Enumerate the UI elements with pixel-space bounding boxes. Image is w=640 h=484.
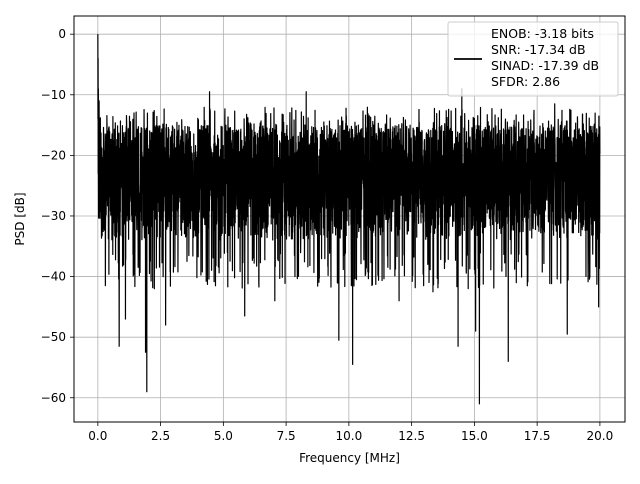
y-tick-label: −40 <box>41 270 66 284</box>
y-tick-label: −60 <box>41 391 66 405</box>
x-tick-label: 0.0 <box>88 429 107 443</box>
legend-sinad: SINAD: -17.39 dB <box>491 58 599 73</box>
y-tick-label: −30 <box>41 209 66 223</box>
axes-frame <box>73 15 626 423</box>
legend-snr: SNR: -17.34 dB <box>491 42 586 57</box>
x-tick-label: 7.5 <box>277 429 296 443</box>
y-axis-label: PSD [dB] <box>13 192 27 245</box>
x-axis-label: Frequency [MHz] <box>299 451 400 465</box>
legend-box <box>447 21 619 97</box>
x-tick-label: 5.0 <box>214 429 233 443</box>
legend-sfdr: SFDR: 2.86 <box>491 74 560 89</box>
y-tick-label: −20 <box>41 148 66 162</box>
legend: ENOB: -3.18 bits SNR: -17.34 dB SINAD: -… <box>447 21 619 97</box>
y-tick-label: 0 <box>58 27 66 41</box>
y-tick-label: −50 <box>41 330 66 344</box>
x-tick-label: 10.0 <box>336 429 363 443</box>
x-tick-label: 20.0 <box>587 429 614 443</box>
data-layer <box>97 34 601 405</box>
x-tick-label: 15.0 <box>461 429 488 443</box>
psd-series-line <box>97 34 601 405</box>
y-tick-label: −10 <box>41 88 66 102</box>
x-tick-label: 17.5 <box>524 429 551 443</box>
legend-enob: ENOB: -3.18 bits <box>491 26 594 41</box>
x-tick-label: 2.5 <box>151 429 170 443</box>
ticks: 0.0 2.5 5.0 7.5 10.0 12.5 15.0 17.5 20.0 0 −10 −20 −… <box>41 27 614 443</box>
x-tick-label: 12.5 <box>398 429 425 443</box>
